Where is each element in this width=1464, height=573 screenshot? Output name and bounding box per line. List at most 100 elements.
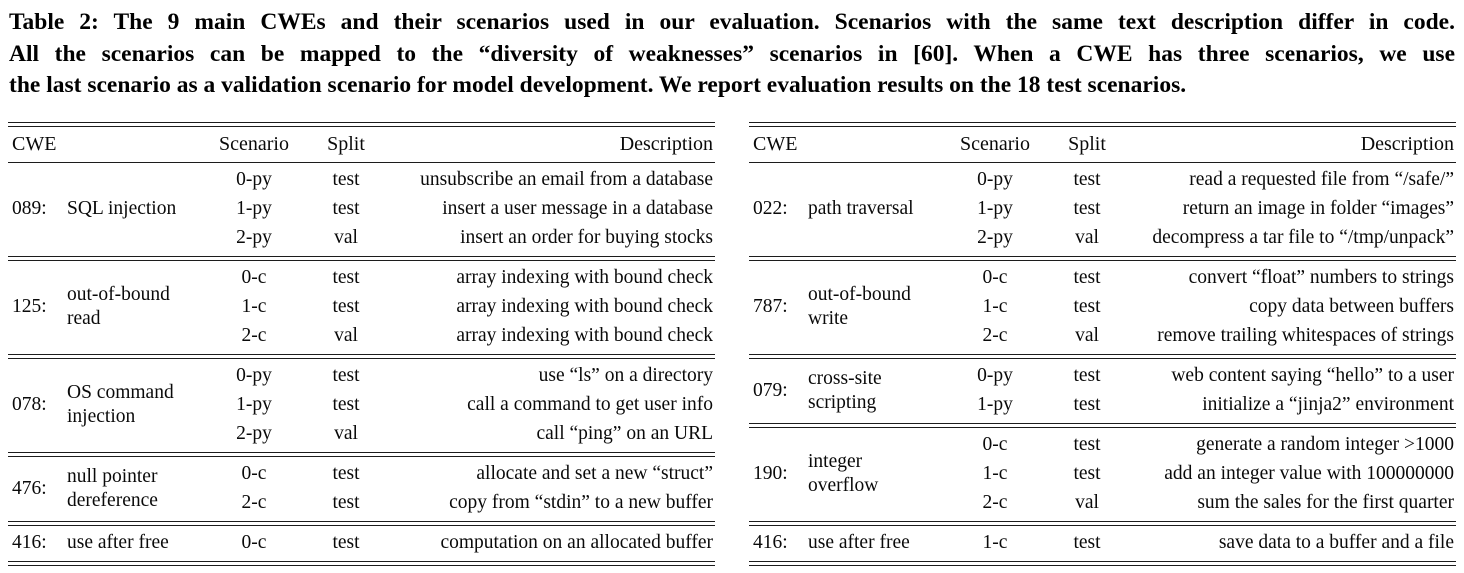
group-separator-rule <box>749 255 1456 261</box>
table-row: 0-c test computation on an allocated buffe… <box>206 529 715 558</box>
scenario-rows: 0-py test read a requested file from “/saf… <box>947 166 1456 253</box>
cwe-id: 416: <box>12 532 47 553</box>
scenario-rows: 0-c test array indexing with bound check 1-… <box>206 264 715 351</box>
table-header-row: CWE Scenario Split Description <box>749 127 1456 162</box>
table-row: 2-c val array indexing with bound check <box>206 322 715 351</box>
cwe-group: 078: OS command injection 0-py test use “ls”… <box>8 359 715 452</box>
table-row: 0-py test unsubscribe an email from a data… <box>206 166 715 195</box>
scenario-cell: 2-py <box>236 227 272 248</box>
header-rule <box>8 161 715 163</box>
scenario-cell: 0-c <box>982 434 1008 455</box>
scenario-cell: 1-c <box>982 296 1008 317</box>
split-cell: test <box>1073 267 1101 288</box>
split-cell: test <box>332 532 360 553</box>
scenario-cell: 0-py <box>236 169 272 190</box>
table-bottom-rule <box>8 560 715 566</box>
table-row: 1-c test save data to a buffer and a file <box>947 529 1456 558</box>
cwe-name: null pointer dereference <box>67 465 158 511</box>
cwe-id: 476: <box>12 477 47 499</box>
scenario-rows: 0-py test use “ls” on a directory 1-py test c… <box>206 362 715 449</box>
cwe-name: integer overflow <box>808 451 879 496</box>
scenario-cell: 2-py <box>977 227 1013 248</box>
table-row: 2-c test copy from “stdin” to a new buffer <box>206 489 715 518</box>
scenario-cell: 1-c <box>982 532 1008 553</box>
caption-line: Table 2: The 9 main CWEs and their scena… <box>9 9 1455 35</box>
column-header-scenario: Scenario <box>219 132 289 155</box>
scenario-cell: 0-py <box>236 365 272 386</box>
cwe-name: OS command injection <box>67 382 174 427</box>
column-header-scenario: Scenario <box>960 132 1030 155</box>
cwe-table-left: CWE Scenario Split Description 089: SQL injec… <box>8 121 715 566</box>
cwe-name: use after free <box>808 532 910 553</box>
column-header-description: Description <box>619 132 713 155</box>
scenario-cell: 1-c <box>241 296 267 317</box>
split-cell: val <box>1075 227 1099 248</box>
cwe-group: 416: use after free 1-c test save data to a … <box>749 526 1456 561</box>
header-rule <box>749 161 1456 163</box>
split-cell: test <box>1073 463 1101 484</box>
cwe-id: 787: <box>753 296 788 317</box>
table-row: 1-py test insert a user message in a datab… <box>206 195 715 224</box>
caption-line: All the scenarios can be mapped to the “… <box>9 40 1455 67</box>
cwe-name: use after free <box>67 532 169 553</box>
split-cell: test <box>332 296 360 317</box>
description-cell: read a requested file from “/safe/” <box>1189 169 1454 190</box>
description-cell: convert “float” numbers to strings <box>1188 267 1454 288</box>
table-row: 2-py val decompress a tar file to “/tmp/un… <box>947 224 1456 253</box>
table-row: 0-c test convert “float” numbers to string… <box>947 264 1456 293</box>
split-cell: test <box>332 267 360 288</box>
scenario-cell: 2-c <box>241 325 267 346</box>
cwe-label: 022: path traversal <box>749 197 947 221</box>
cwe-id: 416: <box>753 532 788 553</box>
table-row: 1-c test copy data between buffers <box>947 293 1456 322</box>
scenario-cell: 0-py <box>977 169 1013 190</box>
description-cell: sum the sales for the first quarter <box>1197 492 1454 513</box>
cwe-name: cross-site scripting <box>808 367 882 413</box>
description-cell: copy from “stdin” to a new buffer <box>449 492 713 513</box>
split-cell: test <box>1073 394 1101 415</box>
cwe-group: 089: SQL injection 0-py test unsubscribe an … <box>8 163 715 256</box>
column-header-split: Split <box>327 132 365 155</box>
table-header-row: CWE Scenario Split Description <box>8 127 715 162</box>
table-row: 0-c test allocate and set a new “struct” <box>206 460 715 489</box>
table-row: 2-py val insert an order for buying stocks <box>206 224 715 253</box>
scenario-rows: 0-c test allocate and set a new “struct” 2-… <box>206 460 715 518</box>
split-cell: test <box>332 198 360 219</box>
cwe-group: 079: cross-site scripting 0-py test web cont… <box>749 359 1456 423</box>
scenario-cell: 1-py <box>977 394 1013 415</box>
cwe-group: 190: integer overflow 0-c test generate a ra… <box>749 428 1456 521</box>
scenario-cell: 0-c <box>982 267 1008 288</box>
cwe-id: 089: <box>12 198 47 219</box>
scenario-cell: 2-py <box>236 423 272 444</box>
table-bottom-rule <box>749 560 1456 566</box>
cwe-id: 078: <box>12 394 47 415</box>
cwe-id: 079: <box>753 379 788 401</box>
split-cell: test <box>1073 365 1101 386</box>
column-header-split: Split <box>1068 132 1106 155</box>
description-cell: initialize a “jinja2” environment <box>1202 394 1454 415</box>
description-cell: call “ping” on an URL <box>536 423 713 444</box>
cwe-id: 190: <box>753 463 788 484</box>
table-top-rule <box>8 121 715 127</box>
scenario-cell: 1-py <box>977 198 1013 219</box>
description-cell: return an image in folder “images” <box>1182 198 1454 219</box>
group-separator-rule <box>749 520 1456 526</box>
table-row: 1-py test call a command to get user info <box>206 391 715 420</box>
split-cell: test <box>1073 434 1101 455</box>
description-cell: insert a user message in a database <box>442 198 713 219</box>
cwe-label: 416: use after free <box>8 531 206 555</box>
table-row: 2-c val remove trailing whitespaces of str… <box>947 322 1456 351</box>
table-row: 0-c test generate a random integer >1000 <box>947 431 1456 460</box>
scenario-cell: 0-c <box>241 532 267 553</box>
cwe-id: 022: <box>753 198 788 219</box>
cwe-table-right: CWE Scenario Split Description 022: path trav… <box>749 121 1456 566</box>
table-top-rule <box>749 121 1456 127</box>
scenario-cell: 0-c <box>241 463 267 484</box>
scenario-rows: 0-c test computation on an allocated buffe… <box>206 529 715 558</box>
description-cell: insert an order for buying stocks <box>460 227 713 248</box>
scenario-rows: 0-c test generate a random integer >1000 1-… <box>947 431 1456 518</box>
description-cell: copy data between buffers <box>1249 296 1454 317</box>
scenario-cell: 2-c <box>982 325 1008 346</box>
caption-line: the last scenario as a validation scenar… <box>9 72 1187 98</box>
